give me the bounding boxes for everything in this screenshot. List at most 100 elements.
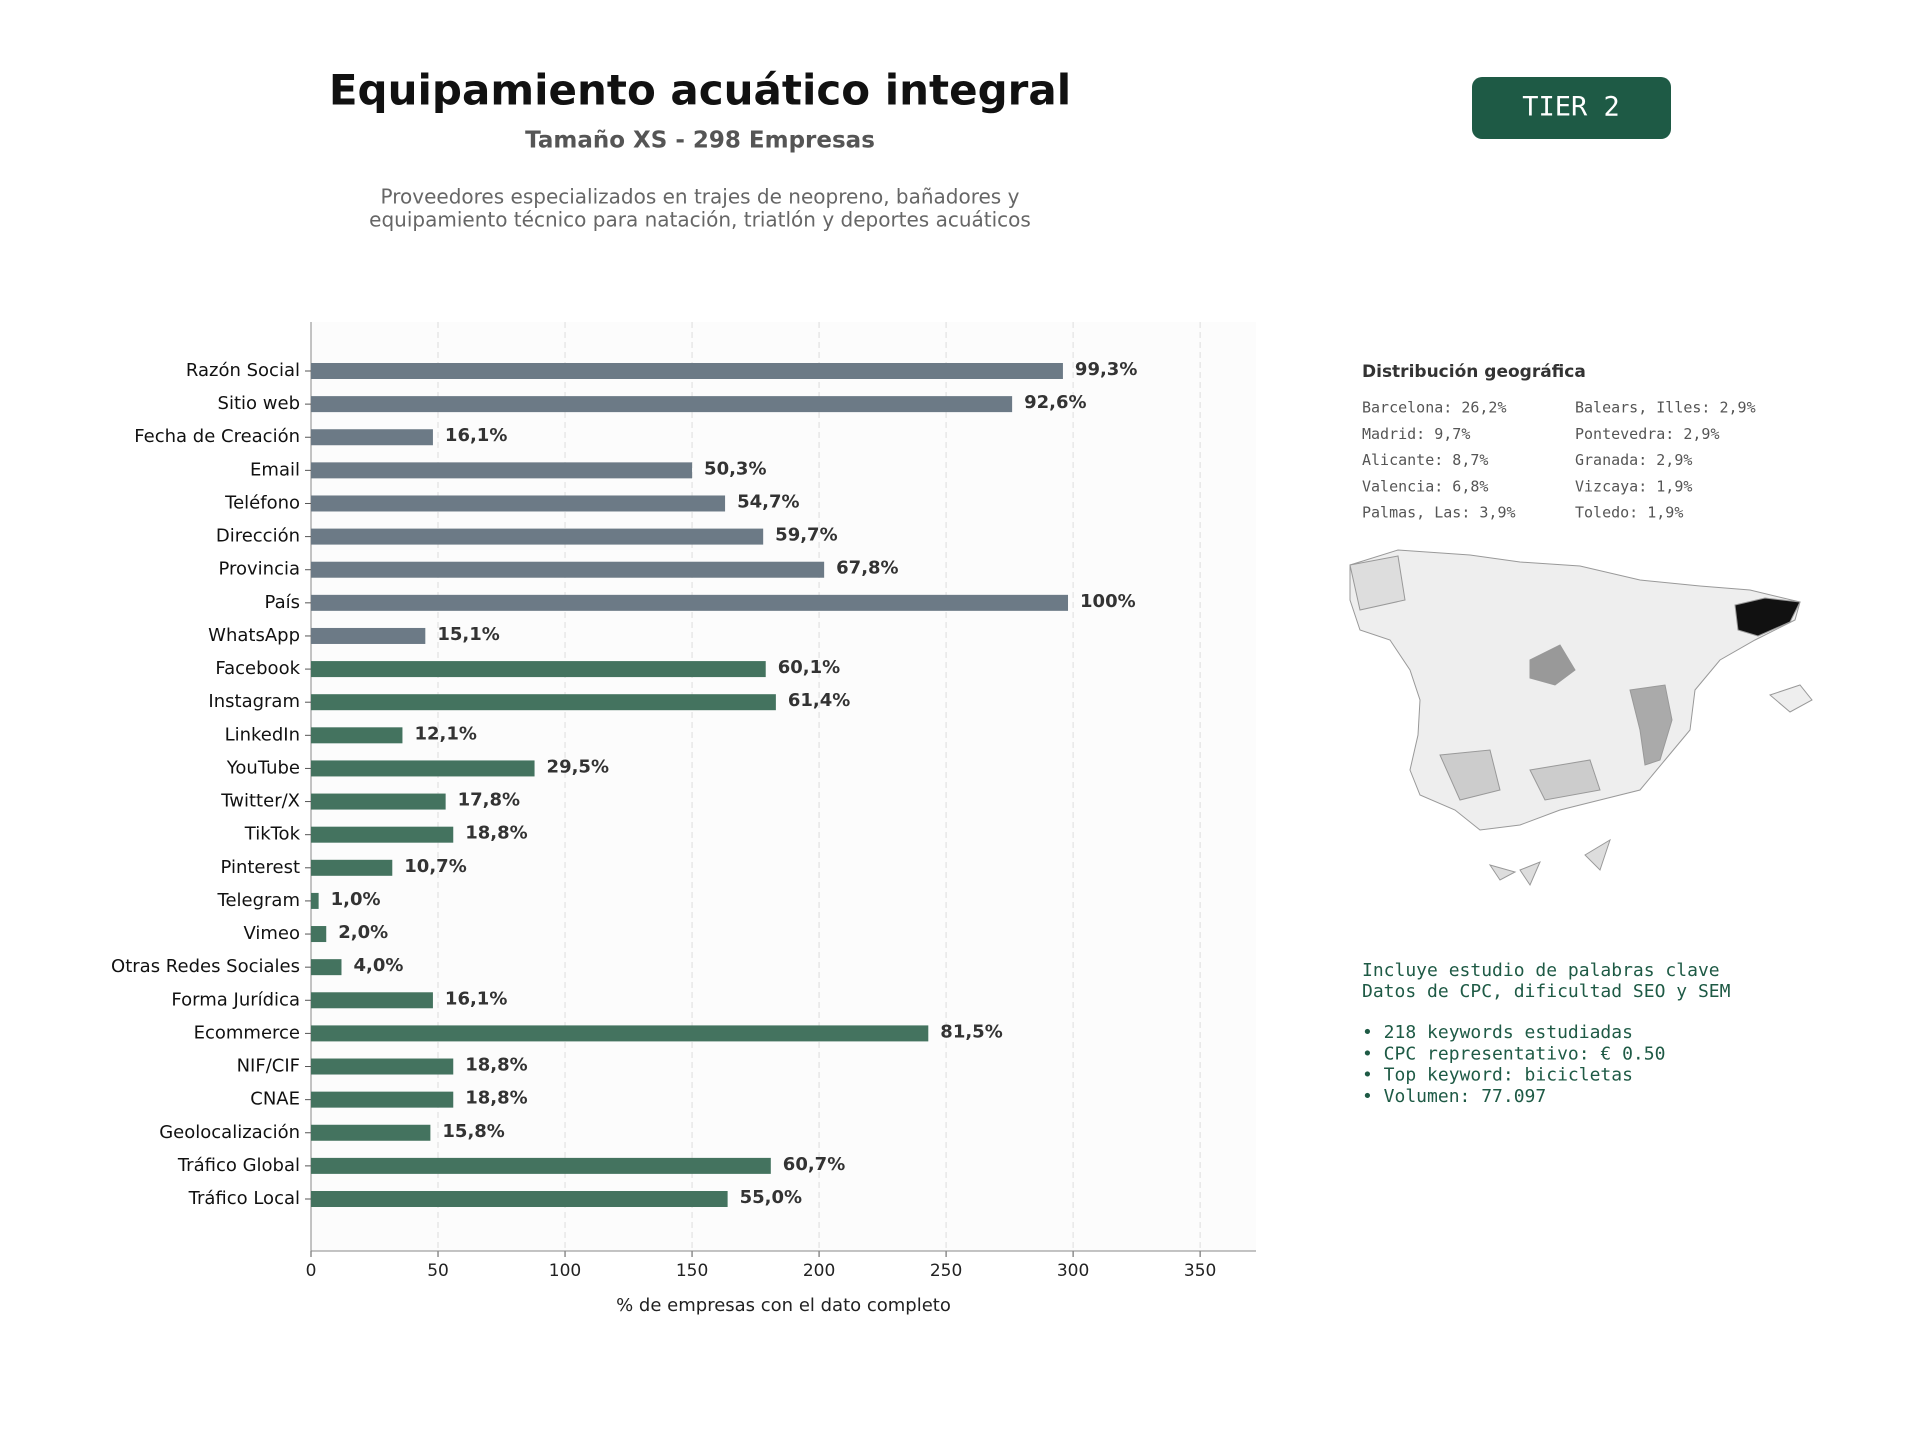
bar	[311, 528, 764, 545]
x-axis-label: % de empresas con el dato completo	[616, 1295, 951, 1316]
keyword-intro: Incluye estudio de palabras clave	[1362, 960, 1720, 981]
bar	[311, 462, 693, 479]
plot-area	[311, 322, 1256, 1251]
x-tick-label: 300	[1057, 1261, 1089, 1281]
x-tick-label: 350	[1184, 1261, 1216, 1281]
data-label: 67,8%	[836, 558, 898, 579]
y-tick-label: YouTube	[226, 757, 300, 778]
bar	[311, 661, 766, 678]
map-island	[1488, 838, 1611, 887]
data-label: 81,5%	[940, 1021, 1002, 1042]
keyword-bullet: • 218 keywords estudiadas	[1362, 1022, 1633, 1043]
data-label: 99,3%	[1075, 359, 1137, 380]
y-tick-label: Razón Social	[186, 360, 300, 381]
map-island	[1769, 684, 1813, 713]
bar	[311, 561, 825, 578]
data-label: 17,8%	[458, 790, 520, 811]
bar	[311, 992, 433, 1009]
geo-item: Toledo: 1,9%	[1575, 504, 1683, 522]
data-label: 55,0%	[740, 1187, 802, 1208]
bar	[311, 1124, 431, 1141]
bar	[311, 429, 433, 446]
data-label: 4,0%	[353, 955, 403, 976]
y-tick-label: Geolocalización	[159, 1122, 300, 1143]
keyword-bullet: • Top keyword: bicicletas	[1362, 1065, 1633, 1086]
bar	[311, 727, 403, 744]
bar	[311, 793, 446, 810]
data-label: 50,3%	[704, 458, 766, 479]
y-tick-label: Facebook	[215, 658, 300, 679]
bar	[311, 1091, 454, 1108]
y-tick-label: Dirección	[216, 526, 300, 547]
subtitle: Tamaño XS - 298 Empresas	[525, 128, 875, 154]
y-tick-label: CNAE	[250, 1089, 300, 1110]
data-label: 2,0%	[338, 922, 388, 943]
y-tick-label: NIF/CIF	[237, 1056, 300, 1077]
bar	[311, 627, 426, 644]
map-province	[1629, 684, 1673, 766]
map-province	[1439, 749, 1501, 801]
keyword-intro: Datos de CPC, dificultad SEO y SEM	[1362, 981, 1731, 1002]
y-tick-label: TikTok	[244, 824, 301, 845]
map-province	[1529, 644, 1576, 686]
y-tick-label: Teléfono	[224, 492, 300, 513]
y-tick-label: LinkedIn	[225, 724, 300, 745]
y-tick-label: Tráfico Local	[188, 1188, 300, 1209]
y-tick-label: Fecha de Creación	[134, 426, 300, 447]
y-tick-label: WhatsApp	[208, 625, 300, 646]
map-province	[1349, 555, 1406, 611]
x-tick-label: 150	[676, 1261, 708, 1281]
geo-item: Alicante: 8,7%	[1362, 451, 1488, 469]
bar	[311, 495, 726, 512]
x-tick-label: 100	[549, 1261, 581, 1281]
y-tick-label: Pinterest	[220, 857, 300, 878]
geo-item: Barcelona: 26,2%	[1362, 399, 1507, 417]
y-tick-label: Email	[250, 459, 300, 480]
data-label: 12,1%	[414, 723, 476, 744]
x-tick-label: 200	[803, 1261, 835, 1281]
x-tick-label: 0	[306, 1261, 317, 1281]
geo-item: Balears, Illes: 2,9%	[1575, 399, 1756, 417]
bar	[311, 396, 1013, 413]
data-label: 100%	[1080, 591, 1136, 612]
description: equipamiento técnico para natación, tria…	[369, 208, 1031, 232]
data-label: 18,8%	[465, 1088, 527, 1109]
x-tick-label: 250	[930, 1261, 962, 1281]
y-tick-label: País	[265, 592, 300, 613]
data-label: 18,8%	[465, 1055, 527, 1076]
bar	[311, 1191, 728, 1207]
map	[1349, 549, 1813, 887]
geo-item: Palmas, Las: 3,9%	[1362, 504, 1516, 522]
bar	[311, 1058, 454, 1075]
geo-item: Granada: 2,9%	[1575, 451, 1692, 469]
bar	[311, 859, 393, 876]
geo-item: Pontevedra: 2,9%	[1575, 425, 1720, 443]
bar	[311, 594, 1069, 611]
map-province	[1734, 597, 1801, 637]
geo-item: Vizcaya: 1,9%	[1575, 477, 1692, 495]
y-tick-label: Otras Redes Sociales	[111, 956, 300, 977]
bar	[311, 959, 342, 976]
x-tick-label: 50	[427, 1261, 449, 1281]
data-label: 16,1%	[445, 988, 507, 1009]
y-tick-label: Telegram	[217, 890, 300, 911]
data-label: 60,1%	[778, 657, 840, 678]
chart-title: Equipamiento acuático integral	[329, 66, 1071, 115]
bar	[311, 760, 535, 777]
y-tick-label: Twitter/X	[220, 791, 300, 812]
geo-item: Madrid: 9,7%	[1362, 425, 1470, 443]
geo-item: Valencia: 6,8%	[1362, 477, 1488, 495]
data-label: 16,1%	[445, 425, 507, 446]
bar	[311, 1025, 929, 1042]
data-label: 10,7%	[404, 856, 466, 877]
y-tick-label: Instagram	[208, 691, 300, 712]
y-tick-label: Forma Jurídica	[171, 989, 300, 1010]
data-label: 59,7%	[775, 525, 837, 546]
data-label: 1,0%	[331, 889, 381, 910]
map-province	[1529, 759, 1601, 801]
data-label: 29,5%	[547, 756, 609, 777]
y-tick-label: Sitio web	[218, 393, 300, 414]
badge-text: TIER 2	[1522, 92, 1620, 123]
data-label: 60,7%	[783, 1154, 845, 1175]
